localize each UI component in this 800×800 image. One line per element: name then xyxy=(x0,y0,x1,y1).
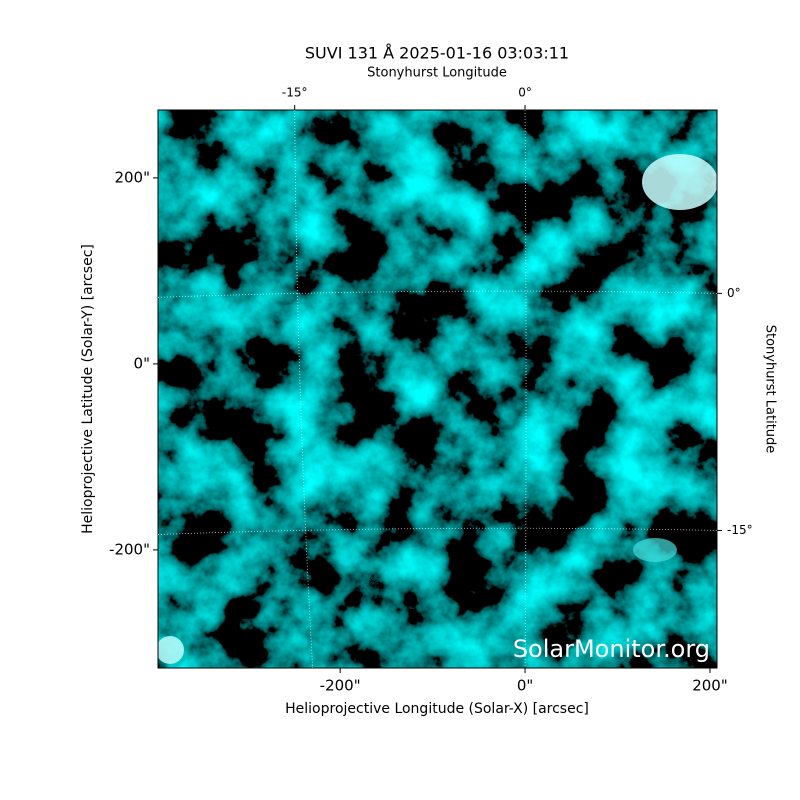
grid-line xyxy=(157,290,718,298)
x-tick-label: 0" xyxy=(517,677,533,695)
grid-line xyxy=(524,109,527,669)
grid-line xyxy=(157,527,718,535)
y-tick-label: 200" xyxy=(114,168,150,186)
y2-label: Stonyhurst Latitude xyxy=(763,325,778,454)
y2-tick-label: -15° xyxy=(727,523,753,537)
x2-tick-label: 0° xyxy=(518,86,532,100)
chart-title: SUVI 131 Å 2025-01-16 03:03:11 xyxy=(305,44,569,63)
x2-tick-label: -15° xyxy=(282,86,308,100)
bright-region xyxy=(642,154,717,210)
x-label: Helioprojective Longitude (Solar-X) [arc… xyxy=(285,701,589,717)
y-tick-label: -200" xyxy=(109,540,150,558)
bright-region xyxy=(633,538,677,562)
y-label: Helioprojective Latitude (Solar-Y) [arcs… xyxy=(80,244,96,534)
plot-frame xyxy=(157,109,718,669)
y-tick-label: 0" xyxy=(134,354,150,372)
image-texture xyxy=(158,110,717,668)
x-tick-label: -200" xyxy=(320,677,361,695)
bright-region xyxy=(158,636,184,664)
x-tick-label: 200" xyxy=(692,677,728,695)
y2-tick-label: 0° xyxy=(727,286,741,300)
solar-image xyxy=(158,110,717,668)
grid-line xyxy=(294,109,314,669)
watermark: SolarMonitor.org xyxy=(513,635,710,663)
x2-label: Stonyhurst Longitude xyxy=(367,66,507,81)
